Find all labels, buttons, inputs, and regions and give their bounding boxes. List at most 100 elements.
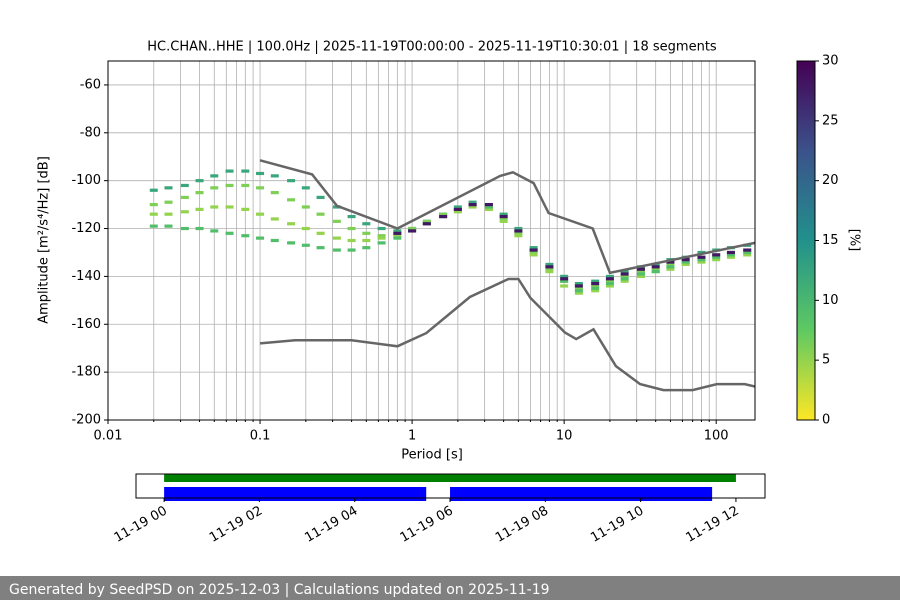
density-cell <box>270 191 279 195</box>
density-cell <box>316 231 325 235</box>
density-cell <box>301 243 310 247</box>
density-cell <box>529 246 538 250</box>
density-cell <box>225 183 234 188</box>
density-cell <box>287 241 296 245</box>
x-tick-label: 11-19 00 <box>112 504 170 546</box>
density-cell <box>439 214 448 219</box>
density-cell <box>560 284 569 288</box>
density-cell <box>636 267 645 271</box>
density-cell <box>164 224 173 228</box>
density-cell <box>468 203 477 207</box>
y-tick-label: -100 <box>71 173 101 188</box>
density-cell <box>574 286 583 290</box>
y-tick-label: -160 <box>71 317 101 332</box>
density-cell <box>636 272 645 276</box>
density-cell <box>225 231 234 235</box>
noise-model-line <box>259 159 755 275</box>
density-cell <box>591 281 600 286</box>
colorbar-tick-label: 25 <box>822 113 839 128</box>
density-cell <box>195 179 204 183</box>
density-cell <box>149 224 158 228</box>
density-cell <box>180 195 189 200</box>
density-cell <box>726 255 735 259</box>
density-cell <box>270 217 279 221</box>
footer-bar <box>0 576 900 600</box>
density-cell <box>377 226 386 231</box>
density-cell <box>697 255 706 259</box>
density-cell <box>332 248 341 252</box>
density-cell <box>377 236 386 240</box>
density-cell <box>287 222 296 226</box>
density-cell <box>439 212 448 216</box>
density-cell <box>347 238 356 243</box>
density-cell <box>180 183 189 188</box>
density-cell <box>347 226 356 231</box>
density-cell <box>347 214 356 219</box>
density-cell <box>270 174 279 178</box>
density-cell <box>545 262 554 267</box>
density-cell <box>362 231 371 235</box>
density-cell <box>605 277 614 281</box>
x-tick-label: 11-19 12 <box>684 504 742 546</box>
density-cell <box>574 291 583 295</box>
density-cell <box>743 250 752 255</box>
availability-bar <box>164 487 427 501</box>
density-cell <box>195 226 204 231</box>
density-cell <box>636 270 645 274</box>
density-cell <box>149 203 158 207</box>
density-cell <box>514 229 523 233</box>
colorbar-tick-label: 15 <box>822 233 839 248</box>
density-cell <box>347 248 356 252</box>
density-cell <box>591 289 600 293</box>
x-tick-label: 11-19 02 <box>207 504 265 546</box>
density-cell <box>666 262 675 267</box>
density-cell <box>287 198 296 202</box>
colorbar-tick-label: 10 <box>822 293 839 308</box>
density-cell <box>666 265 675 269</box>
density-cell <box>301 226 310 231</box>
density-cell <box>620 272 629 276</box>
x-axis-label: Period [s] <box>401 448 463 463</box>
density-cell <box>484 203 493 207</box>
colorbar-tick-label: 30 <box>822 54 839 69</box>
density-cell <box>210 186 219 190</box>
density-cell <box>605 279 614 283</box>
density-cell <box>256 186 265 190</box>
density-cell <box>393 231 402 235</box>
x-tick-label: 0.01 <box>94 429 123 444</box>
density-cell <box>574 289 583 293</box>
density-cell <box>514 234 523 238</box>
density-cell <box>529 248 538 252</box>
density-cell <box>574 284 583 288</box>
colorbar <box>796 60 816 421</box>
density-cell <box>301 186 310 190</box>
density-cell <box>697 250 706 255</box>
density-cell <box>164 200 173 204</box>
density-cell <box>514 226 523 231</box>
density-cell <box>545 267 554 271</box>
footer-text: Generated by SeedPSD on 2025-12-03 | Cal… <box>9 582 550 598</box>
density-cell <box>697 260 706 264</box>
density-cell <box>620 279 629 283</box>
plot-frame <box>107 60 756 421</box>
density-cell <box>241 207 250 211</box>
density-cell <box>605 274 614 278</box>
density-cell <box>195 191 204 195</box>
density-cell <box>377 234 386 238</box>
density-cell <box>605 284 614 288</box>
density-cell <box>393 234 402 238</box>
density-cell <box>149 188 158 192</box>
x-tick-label: 10 <box>556 429 573 444</box>
density-cell <box>651 267 660 271</box>
density-cell <box>726 250 735 255</box>
x-tick-label: 1 <box>408 429 416 444</box>
density-cell <box>681 260 690 264</box>
density-cell <box>453 207 462 211</box>
y-tick-label: -80 <box>80 125 101 140</box>
density-cell <box>270 238 279 243</box>
density-cell <box>712 255 721 259</box>
density-cell <box>591 284 600 288</box>
density-cell <box>287 179 296 183</box>
density-cell <box>514 231 523 235</box>
